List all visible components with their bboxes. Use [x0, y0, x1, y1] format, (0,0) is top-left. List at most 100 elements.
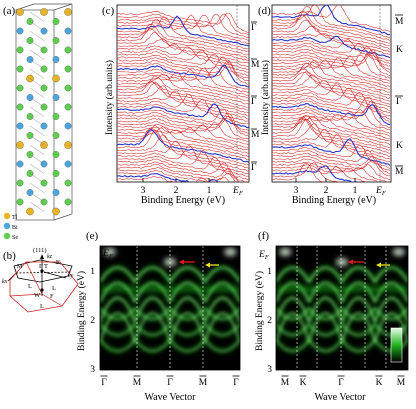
- bond-line: [29, 30, 45, 41]
- band: [341, 297, 376, 323]
- band: [308, 312, 343, 343]
- bz-point-t: T: [44, 263, 48, 270]
- edc-curve: [117, 98, 249, 125]
- ylabel-c: Intensity (arb.units): [104, 60, 115, 135]
- tl-atom-icon: [3, 212, 11, 220]
- edc-curve: [272, 129, 391, 160]
- edc-curve: [117, 115, 249, 137]
- band: [374, 307, 408, 320]
- edc-curve: [272, 116, 391, 139]
- band: [308, 307, 343, 320]
- bond-line: [29, 21, 45, 32]
- panel-b-label: (b): [3, 250, 16, 262]
- panel-a-label: (a): [3, 5, 16, 17]
- edc-curve: [272, 162, 342, 182]
- bi-atom-icon: [64, 160, 72, 168]
- colorbar-high: high: [391, 322, 402, 328]
- bi-atom-icon: [16, 122, 24, 130]
- sym-c-4: Γ: [251, 163, 257, 173]
- edc-curve: [117, 59, 249, 82]
- edc-curve-highsym: [117, 103, 249, 129]
- edc-curve: [272, 133, 390, 162]
- kpoint-label: M: [133, 378, 142, 388]
- edc-curve: [272, 161, 390, 182]
- flat-band: [276, 286, 408, 292]
- edc-curve: [117, 24, 249, 56]
- bright-spot: [336, 258, 348, 266]
- band: [169, 267, 206, 283]
- sym-d-4: M: [395, 167, 404, 177]
- band: [374, 282, 408, 303]
- colorbar-low: low: [392, 364, 402, 370]
- edc-curve-highsym: [117, 128, 249, 163]
- edc-curve: [117, 134, 249, 170]
- kpoint-label: Γ: [233, 378, 239, 388]
- bi-atom-icon: [3, 222, 11, 230]
- band: [134, 339, 171, 352]
- bz-point-l1: L: [28, 283, 32, 290]
- xtick-d-1: 1: [353, 186, 358, 196]
- edc-curve-highsym: [117, 15, 249, 47]
- band: [276, 282, 310, 303]
- bz-point-m: M: [17, 264, 23, 270]
- band: [341, 307, 376, 320]
- se-atom-icon: [52, 18, 60, 25]
- ytick-f-2: 2: [267, 316, 272, 326]
- edc-curve: [272, 165, 368, 182]
- ytick-f-1: 1: [267, 267, 272, 277]
- tl-atom-icon: [16, 141, 24, 149]
- sym-c-0: Γ: [251, 23, 257, 33]
- bi-atom-icon: [52, 189, 60, 196]
- ef-c: EF: [232, 186, 244, 197]
- edc-curve: [117, 161, 249, 182]
- edc-curve: [272, 38, 391, 61]
- tl-atom-icon: [26, 207, 34, 216]
- ylabel-d: Intensity (arb.units): [260, 60, 271, 135]
- atom-legend: Tl Bi Se: [3, 212, 18, 241]
- edc-plot-d: Intensity (arb.units) Binding Energy (eV…: [260, 4, 404, 206]
- bi-atom-icon: [52, 94, 60, 101]
- bond-line: [29, 40, 45, 51]
- bright-spot: [103, 248, 116, 256]
- bz-point-f: F: [50, 293, 54, 300]
- band: [308, 297, 343, 323]
- edc-curve: [117, 71, 249, 100]
- band: [341, 282, 376, 303]
- edc-curve: [117, 13, 249, 36]
- edc-curve: [117, 66, 249, 90]
- xtick-d-2: 2: [324, 186, 329, 196]
- brillouin-zone: (111) Γ T L W L L F M K kx ky kz: [2, 247, 79, 313]
- edc-curve: [272, 158, 391, 180]
- edc-curve: [117, 14, 249, 45]
- bond-line: [29, 106, 45, 117]
- ytick-e-2: 2: [90, 316, 95, 326]
- colorbar: high low: [391, 322, 403, 370]
- edc-curve: [272, 152, 391, 175]
- band: [308, 282, 343, 303]
- edc-curve: [272, 42, 391, 64]
- bond-line: [29, 78, 45, 89]
- xlabel-f: Wave Vector: [315, 392, 367, 403]
- panel-f-label: (f): [258, 230, 269, 242]
- band: [169, 297, 206, 323]
- ytick-e-1: 1: [90, 267, 95, 277]
- sym-c-3: M: [251, 130, 260, 140]
- band: [134, 312, 171, 343]
- sym-d-3: K: [396, 141, 403, 151]
- band: [308, 339, 343, 352]
- edc-curve: [117, 38, 249, 64]
- edc-curve: [272, 100, 391, 123]
- band: [204, 282, 240, 303]
- edc-curve: [272, 117, 391, 151]
- edc-curve: [117, 18, 249, 53]
- se-atom-icon: [64, 46, 72, 54]
- bond-line: [29, 144, 45, 155]
- arpes-map-e: EF 1 2 3 Binding Energy (eV) Wave Vector…: [76, 245, 241, 403]
- edc-curve: [272, 144, 391, 169]
- bright-spot: [224, 248, 237, 256]
- edc-curve: [272, 62, 391, 93]
- bond-line: [29, 49, 45, 60]
- xlabel-d: Binding Energy (eV): [292, 195, 376, 206]
- band: [276, 312, 310, 343]
- band: [134, 297, 171, 323]
